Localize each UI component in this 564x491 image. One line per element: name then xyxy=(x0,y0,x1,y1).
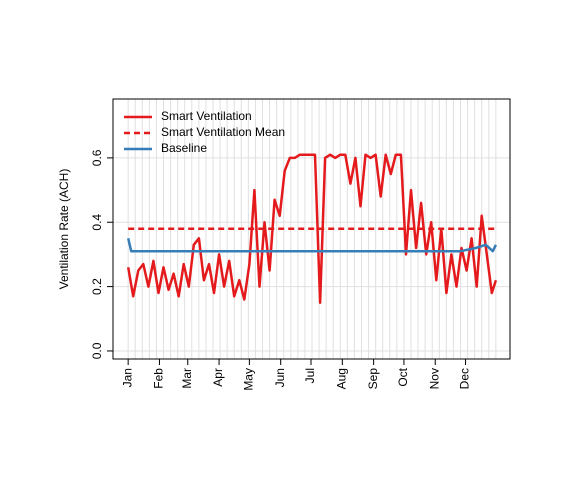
y-tick-label: 0.6 xyxy=(90,149,104,166)
x-tick-label: Aug xyxy=(334,368,348,389)
x-tick-label: Jan xyxy=(120,368,134,387)
series-line xyxy=(126,153,498,304)
legend-label: Smart Ventilation xyxy=(161,109,252,123)
x-tick-label: Mar xyxy=(180,368,194,389)
x-tick-label: Jun xyxy=(273,368,287,387)
x-tick-label: Apr xyxy=(211,368,225,387)
x-tick-label: Feb xyxy=(152,368,166,389)
legend-label: Baseline xyxy=(161,141,207,155)
x-tick-label: Dec xyxy=(458,368,472,389)
legend-label: Smart Ventilation Mean xyxy=(161,125,285,139)
y-tick-label: 0.4 xyxy=(90,214,104,231)
y-axis-label: Ventilation Rate (ACH) xyxy=(57,169,71,290)
x-tick-label: Jul xyxy=(303,368,317,383)
plot-frame xyxy=(112,98,511,360)
x-tick-label: Nov xyxy=(427,368,441,389)
y-tick-label: 0.0 xyxy=(90,342,104,359)
x-tick-label: Sep xyxy=(366,368,380,390)
series-line xyxy=(126,238,498,253)
y-tick-label: 0.2 xyxy=(90,278,104,295)
x-tick-label: Oct xyxy=(396,367,410,386)
x-tick-label: May xyxy=(242,368,256,391)
